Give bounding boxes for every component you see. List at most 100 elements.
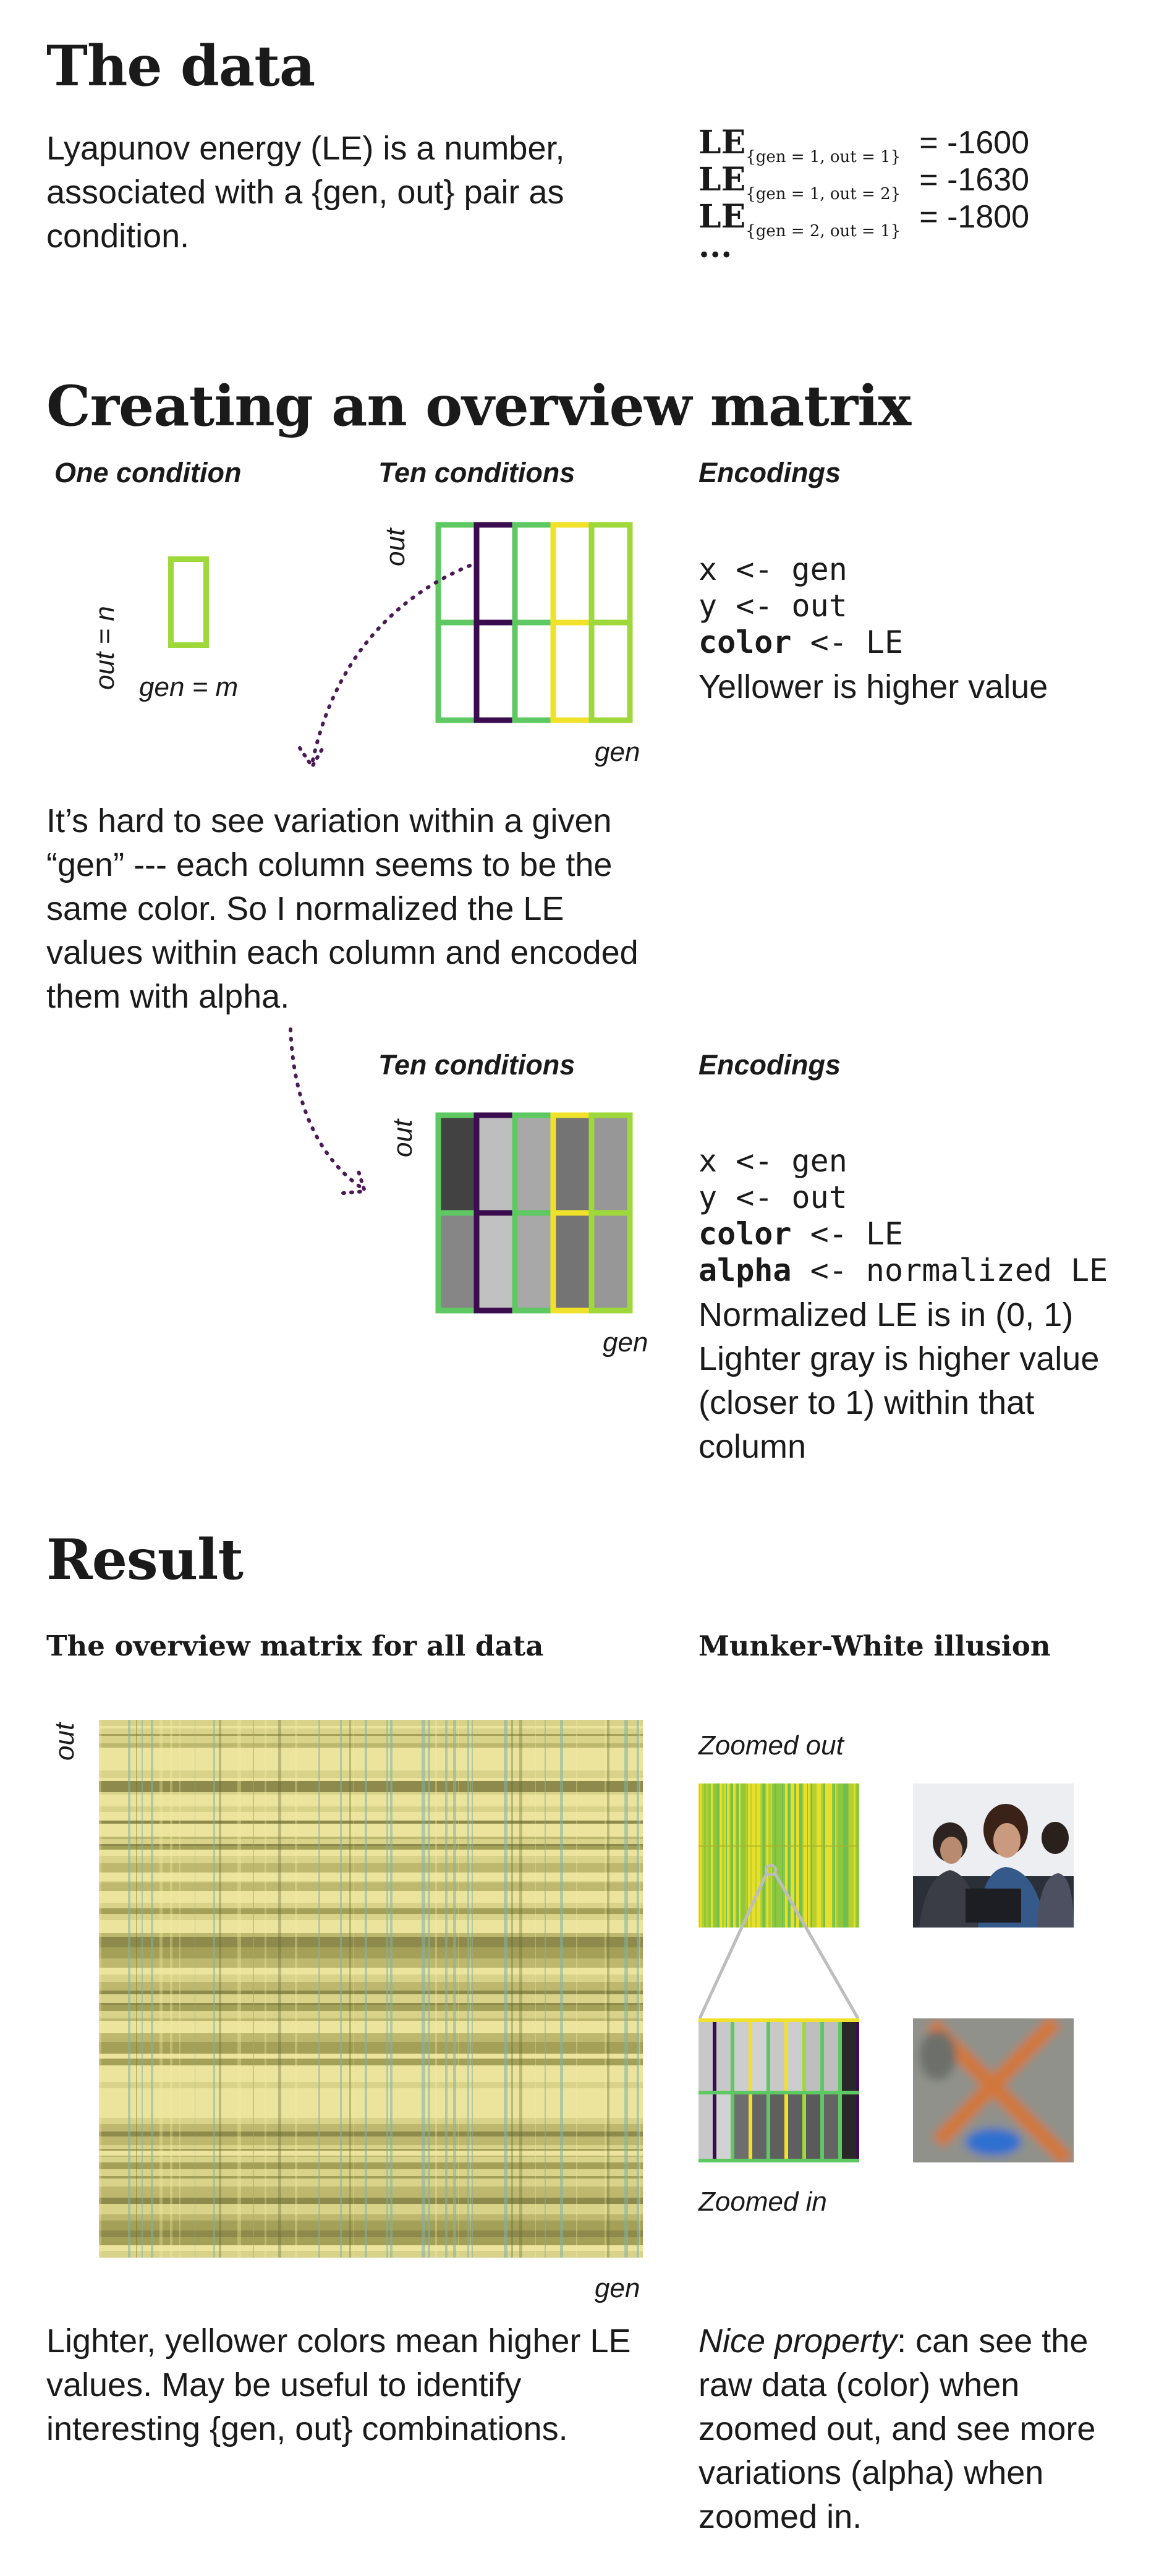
thumb-stripe — [727, 1783, 729, 1928]
ten-conditions-x-axis-2: gen — [603, 1327, 648, 1358]
matrix-column-band — [545, 1720, 546, 2258]
matrix-column-band — [472, 1720, 473, 2258]
matrix-column-band — [278, 1720, 281, 2258]
matrix-column-band — [511, 1720, 513, 2258]
matrix-row-band — [99, 2153, 643, 2156]
thumb-stripe — [757, 1783, 758, 1928]
thumb-stripe — [783, 1783, 785, 1928]
grid-cell-fill — [517, 1118, 551, 1210]
thumb-stripe — [814, 1783, 817, 1928]
grid-cell-fill — [594, 1215, 627, 1308]
matrix-row-band — [99, 2176, 643, 2179]
thumb-stripe — [840, 1783, 843, 1928]
thumb-stripe — [704, 1783, 706, 1928]
matrix-column-band — [560, 1720, 563, 2258]
thumb-stripe — [708, 1783, 711, 1928]
grid-cell-fill — [441, 1118, 474, 1210]
encodings-note-1: Yellower is higher value — [698, 668, 1048, 705]
munker-white-closeup — [913, 2018, 1074, 2162]
matrix-row-band — [99, 1756, 643, 1762]
matrix-row-band — [99, 2057, 643, 2059]
encoding-color-1: color <- LE — [698, 624, 904, 660]
ten-conditions-label-1: Ten conditions — [378, 457, 575, 488]
matrix-row-band — [99, 1979, 643, 1982]
matrix-column-band — [159, 1720, 163, 2258]
matrix-row-band — [99, 1903, 643, 1908]
one-condition-label: One condition — [54, 457, 242, 488]
thumb-stripe — [791, 1783, 792, 1928]
thumb-stripe — [810, 1783, 811, 1928]
matrix-row-band — [99, 2054, 643, 2057]
thumb-stripe — [811, 1783, 812, 1928]
thumb-stripe — [836, 1783, 838, 1928]
grid-cell-fill — [441, 1215, 474, 1308]
matrix-column-band — [467, 1720, 469, 2258]
thumb-stripe — [778, 1783, 779, 1928]
matrix-column-band — [365, 1720, 367, 2258]
thumb-stripe — [713, 1783, 715, 1928]
matrix-row-band — [99, 1968, 643, 1975]
matrix-row-band — [99, 2118, 643, 2124]
matrix-row-band — [99, 2230, 643, 2237]
thumb-stripe — [703, 1783, 704, 1928]
matrix-row-band — [99, 2050, 643, 2054]
zoom-column-border — [731, 2018, 734, 2162]
thumb-stripe — [766, 1783, 768, 1928]
zoomed-in-label: Zoomed in — [698, 2187, 827, 2217]
thumb-stripe — [758, 1783, 760, 1928]
matrix-row-band — [99, 1792, 643, 1795]
matrix-column-band — [219, 1720, 221, 2258]
matrix-column-band — [318, 1720, 320, 2258]
ten-conditions-grid-color — [435, 522, 633, 723]
thumb-stripe — [775, 1783, 776, 1928]
matrix-row-band — [99, 1881, 643, 1882]
matrix-row-band — [99, 1734, 643, 1736]
thumb-stripe — [818, 1783, 820, 1928]
zoom-column-border — [838, 2018, 842, 2162]
matrix-row-band — [99, 1875, 643, 1881]
le-example-1: LE{gen = 1, out = 1} = -1600 — [698, 124, 1030, 166]
matrix-column-band — [428, 1720, 430, 2258]
thumb-stripe — [754, 1783, 755, 1928]
zoom-column-border — [713, 2018, 716, 2162]
thumb-stripe — [794, 1783, 796, 1928]
overview-matrix-y-axis: out — [49, 1722, 80, 1761]
matrix-row-band — [99, 1908, 643, 1914]
matrix-column-band — [151, 1720, 153, 2258]
matrix-row-band — [99, 1806, 643, 1812]
encoding-x-2: x <- gen — [698, 1143, 847, 1179]
explanation-text: It’s hard to see variation within a give… — [46, 802, 639, 1015]
thumb-stripe — [752, 1783, 753, 1928]
thumb-stripe — [828, 1783, 831, 1928]
zoom-column-border — [784, 2018, 788, 2162]
thumb-stripe — [729, 1783, 731, 1928]
thumb-stripe — [800, 1783, 802, 1928]
grid-cell — [588, 619, 633, 723]
thumb-stripe — [851, 1783, 854, 1928]
thumb-stripe — [835, 1783, 836, 1928]
matrix-column-band — [390, 1720, 393, 2258]
thumb-stripe — [771, 1783, 772, 1928]
thumb-stripe — [846, 1783, 848, 1928]
matrix-column-band — [136, 1720, 137, 2258]
grid-cell — [588, 522, 633, 626]
thumb-stripe — [715, 1783, 717, 1928]
dotted-arrow-2 — [289, 1027, 367, 1195]
matrix-column-band — [349, 1720, 351, 2258]
thumb-stripe — [720, 1783, 722, 1928]
thumb-stripe — [772, 1783, 774, 1928]
overview-matrix-label: The overview matrix for all data — [46, 1630, 544, 1662]
grid-cell — [473, 619, 518, 723]
encodings-note-2: Normalized LE is in (0, 1) Lighter gray … — [698, 1296, 1100, 1465]
single-condition-cell — [168, 556, 209, 648]
matrix-column-band — [170, 1720, 172, 2258]
thumb-stripe — [768, 1783, 771, 1928]
matrix-column-band — [445, 1720, 448, 2258]
zoomed-out-label: Zoomed out — [698, 1730, 844, 1761]
thumb-stripe — [779, 1783, 782, 1928]
zoom-row-border — [698, 2018, 859, 2022]
ten-conditions-x-axis-1: gen — [595, 737, 640, 767]
thumb-stripe — [843, 1783, 844, 1928]
grid-cell-fill — [594, 1118, 627, 1210]
thumb-stripe — [821, 1783, 822, 1928]
